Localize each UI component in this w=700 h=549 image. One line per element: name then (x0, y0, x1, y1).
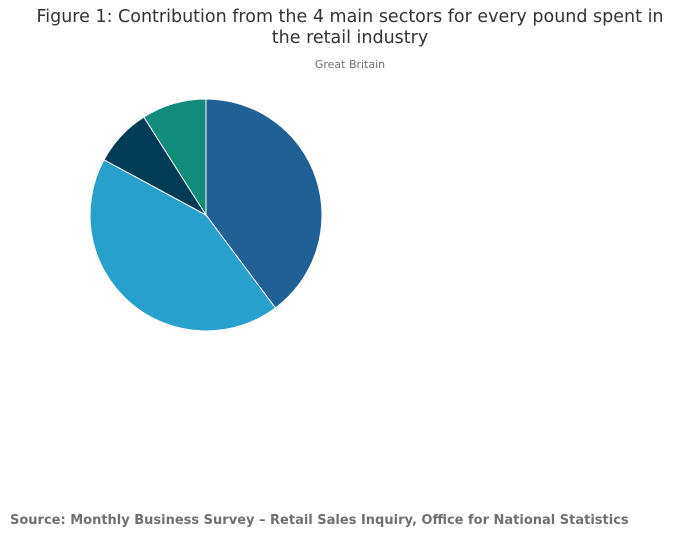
chart-source: Source: Monthly Business Survey – Retail… (10, 513, 629, 528)
pie-slice-1[interactable] (205, 98, 323, 309)
pie-slice-4[interactable] (143, 98, 207, 217)
pie-slice-2[interactable] (89, 159, 277, 332)
chart-subtitle: Great Britain (314, 58, 386, 71)
chart-title: Figure 1: Contribution from the 4 main s… (36, 7, 664, 48)
